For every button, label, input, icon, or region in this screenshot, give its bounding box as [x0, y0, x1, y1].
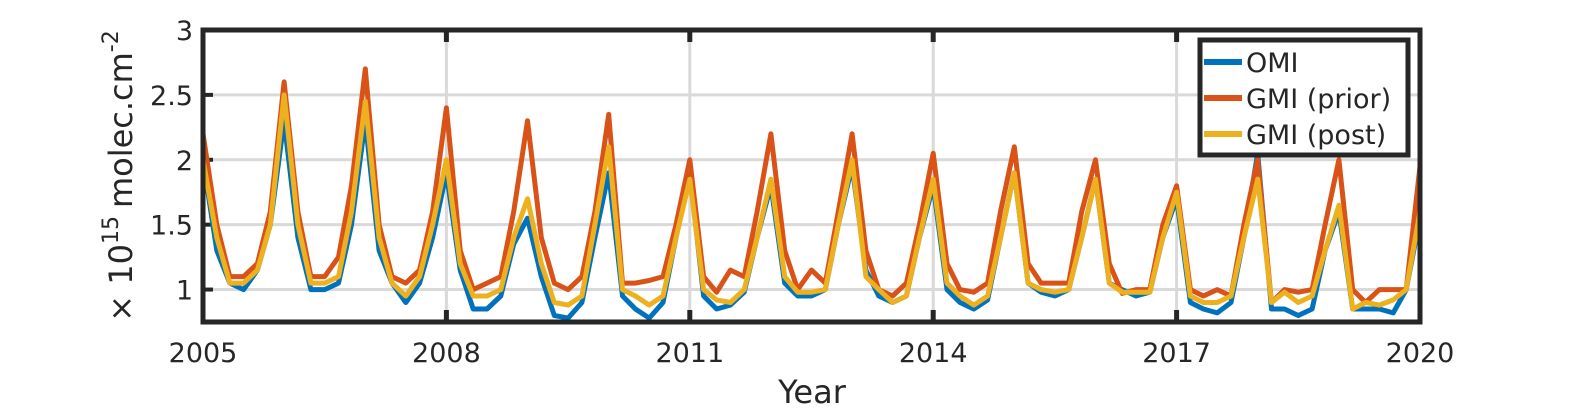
- x-tick-label: 2008: [412, 338, 481, 369]
- series-line: [200, 92, 1423, 312]
- y-tick-label: 1: [176, 276, 193, 307]
- y-tick-label: 2: [176, 146, 193, 177]
- y-label-prefix: × 10: [102, 244, 140, 322]
- y-label-exp: 15: [99, 216, 124, 244]
- series-line: [200, 66, 1423, 305]
- series-line: [200, 118, 1423, 321]
- legend-label: GMI (post): [1246, 120, 1386, 151]
- y-axis-label: × 1015 molec.cm-2: [99, 30, 140, 322]
- y-label-unit: molec.cm: [102, 52, 140, 208]
- legend-label: GMI (prior): [1246, 84, 1391, 115]
- x-tick-label: 2005: [169, 338, 238, 369]
- legend-label: OMI: [1246, 48, 1299, 79]
- x-tick-label: 2011: [655, 338, 724, 369]
- x-tick-label: 2014: [899, 338, 968, 369]
- x-tick-label: 2017: [1142, 338, 1211, 369]
- y-tick-label: 1.5: [150, 211, 193, 242]
- y-tick-label: 2.5: [150, 81, 193, 112]
- y-tick-label: 3: [176, 16, 193, 47]
- x-axis-label: Year: [777, 373, 847, 411]
- plot-frame: [200, 27, 1423, 325]
- x-tick-label: 2020: [1386, 338, 1455, 369]
- y-label-unit-exp: -2: [99, 30, 124, 52]
